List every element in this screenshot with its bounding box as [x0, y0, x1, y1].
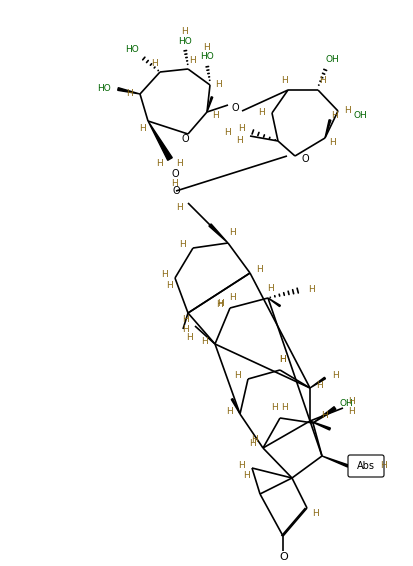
Text: H: H	[281, 76, 288, 85]
Text: H: H	[344, 106, 351, 115]
Text: H: H	[212, 112, 219, 121]
Text: OH: OH	[352, 112, 366, 121]
Text: H: H	[229, 229, 236, 238]
Text: O: O	[279, 552, 288, 562]
Text: OH: OH	[338, 398, 352, 408]
Text: H: H	[332, 371, 339, 379]
Text: H: H	[156, 160, 163, 169]
Text: H: H	[267, 285, 274, 294]
Text: H: H	[316, 380, 323, 389]
Text: H: H	[279, 355, 286, 365]
Text: H: H	[249, 439, 256, 448]
Text: H: H	[215, 80, 222, 89]
Text: H: H	[256, 265, 263, 275]
Text: H: H	[176, 204, 183, 212]
Text: H: H	[201, 337, 208, 345]
Text: H: H	[229, 294, 236, 302]
Polygon shape	[267, 298, 280, 307]
Polygon shape	[209, 224, 228, 243]
Text: H: H	[161, 271, 168, 280]
Polygon shape	[231, 398, 240, 414]
Text: O: O	[171, 169, 178, 179]
Text: H: H	[258, 109, 265, 118]
Text: H: H	[139, 125, 146, 134]
Text: H: H	[217, 299, 224, 308]
Text: H: H	[182, 325, 189, 335]
Text: H: H	[279, 355, 286, 365]
Polygon shape	[312, 407, 335, 423]
Text: H: H	[348, 408, 354, 417]
Text: H: H	[348, 397, 354, 406]
Text: H: H	[319, 76, 325, 85]
Polygon shape	[309, 378, 325, 388]
Polygon shape	[321, 456, 348, 467]
Text: H: H	[380, 461, 387, 470]
Polygon shape	[324, 120, 330, 138]
Text: H: H	[203, 42, 210, 52]
Text: HO: HO	[178, 36, 191, 45]
Text: H: H	[281, 404, 288, 413]
Text: H: H	[182, 315, 189, 324]
Text: HO: HO	[199, 53, 214, 62]
Text: H: H	[234, 371, 241, 380]
Text: H: H	[126, 89, 133, 98]
Text: H: H	[329, 139, 335, 148]
Text: H: H	[271, 404, 278, 413]
Polygon shape	[309, 421, 330, 430]
Text: O: O	[172, 186, 179, 196]
Text: H: H	[179, 241, 186, 250]
Text: H: H	[186, 333, 193, 342]
Text: O: O	[301, 154, 308, 164]
Text: H: H	[321, 410, 328, 419]
Text: HO: HO	[125, 45, 138, 54]
Text: H: H	[251, 435, 258, 444]
Text: O: O	[181, 134, 188, 144]
Text: H: H	[166, 281, 173, 290]
Text: H: H	[189, 57, 196, 66]
Text: O: O	[230, 103, 238, 113]
Text: OH: OH	[324, 55, 338, 65]
Text: H: H	[151, 59, 158, 68]
Text: H: H	[236, 136, 243, 145]
Polygon shape	[147, 121, 172, 160]
Polygon shape	[117, 88, 140, 94]
Text: H: H	[243, 471, 250, 481]
Text: H: H	[331, 112, 337, 121]
Text: HO: HO	[97, 84, 111, 93]
FancyBboxPatch shape	[347, 455, 383, 477]
Text: H: H	[238, 461, 245, 470]
Polygon shape	[206, 97, 212, 112]
Text: H: H	[312, 508, 318, 517]
Text: H: H	[181, 27, 188, 36]
Text: H: H	[176, 160, 183, 169]
Text: H: H	[238, 125, 245, 134]
Text: H: H	[308, 285, 315, 294]
Text: H: H	[171, 179, 178, 188]
Text: H: H	[226, 406, 233, 415]
Text: Abs: Abs	[356, 461, 374, 471]
Text: H: H	[224, 128, 231, 138]
Text: H: H	[216, 301, 223, 310]
